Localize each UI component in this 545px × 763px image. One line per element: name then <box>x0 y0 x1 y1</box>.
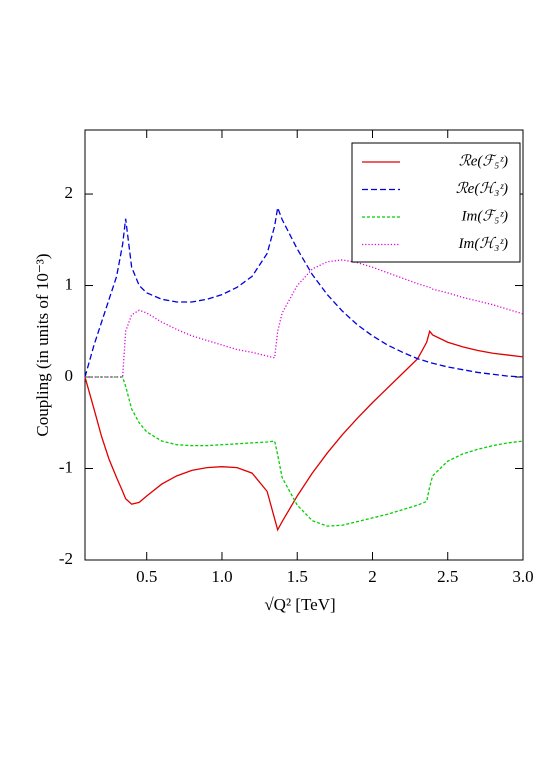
legend-label: ℛe(ℋ₃ᶻ) <box>456 181 508 197</box>
x-tick-label: 0.5 <box>136 567 157 586</box>
y-tick-label: 2 <box>65 183 74 202</box>
x-tick-label: 2 <box>368 567 377 586</box>
legend-label: ℛe(ℱ₅ᶻ) <box>459 153 508 169</box>
x-tick-label: 3.0 <box>512 567 533 586</box>
y-tick-label: -1 <box>59 457 73 476</box>
x-axis-label: √Q² [TeV] <box>264 595 335 614</box>
series-line <box>85 259 524 378</box>
y-axis-label: Coupling (in units of 10⁻³) <box>33 253 52 436</box>
x-tick-label: 1.5 <box>287 567 308 586</box>
series-line <box>84 329 524 532</box>
series-line <box>85 376 524 527</box>
y-tick-label: 0 <box>65 366 74 385</box>
legend-box <box>351 142 521 263</box>
legend-label: Im(ℋ₃ᶻ) <box>458 236 508 252</box>
x-tick-label: 2.5 <box>437 567 458 586</box>
x-tick-label: 1.0 <box>211 567 232 586</box>
plot-frame <box>84 129 524 561</box>
y-tick-label: 1 <box>65 274 74 293</box>
y-tick-label: -2 <box>59 549 73 568</box>
legend-label: Im(ℱ₅ᶻ) <box>461 208 508 224</box>
legend: ℛe(ℱ₅ᶻ) ℛe(ℋ₃ᶻ) Im(ℱ₅ᶻ) Im(ℋ₃ᶻ) <box>351 142 521 263</box>
series-line <box>84 205 524 378</box>
